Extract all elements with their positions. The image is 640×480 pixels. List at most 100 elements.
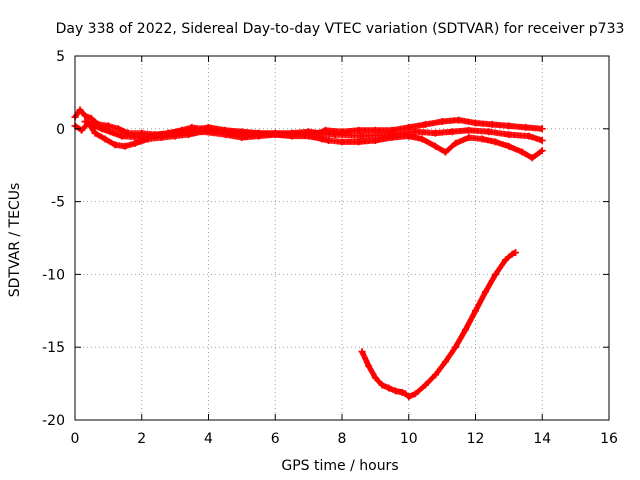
- data-point: [455, 116, 463, 124]
- series-dip-arc: [358, 249, 520, 401]
- data-point: [405, 132, 413, 140]
- data-point: [478, 135, 486, 143]
- data-point: [371, 374, 379, 382]
- data-point: [512, 249, 520, 257]
- series-band-mid: [81, 118, 546, 144]
- data-point: [411, 390, 419, 398]
- data-point: [418, 135, 426, 143]
- data-point: [91, 129, 99, 137]
- series-markers: [72, 120, 545, 161]
- data-point: [538, 147, 546, 155]
- data-point: [88, 115, 96, 123]
- data-point: [331, 131, 339, 139]
- data-point: [421, 120, 429, 128]
- axis-ticks: 0 2 4 6 8 10 12 14 16 5 0 -5 -10 -15 -20: [42, 49, 618, 447]
- data-point: [131, 139, 139, 147]
- data-point: [98, 125, 106, 133]
- y-axis-label: SDTVAR / TECUs: [7, 183, 23, 298]
- y-tick-label: -15: [42, 340, 65, 356]
- data-point: [211, 128, 219, 136]
- data-point: [465, 126, 473, 134]
- data-point: [441, 358, 449, 366]
- data-point: [525, 132, 533, 140]
- data-point: [338, 128, 346, 136]
- series-markers: [359, 250, 518, 400]
- x-tick-label: 4: [204, 431, 213, 447]
- data-series: [71, 106, 546, 401]
- data-point: [431, 129, 439, 137]
- data-point: [431, 142, 439, 150]
- data-point: [111, 141, 119, 149]
- chart-title: Day 338 of 2022, Sidereal Day-to-day VTE…: [56, 21, 625, 37]
- data-point: [378, 381, 386, 389]
- data-point: [171, 132, 179, 140]
- grid: [75, 56, 609, 420]
- data-point: [492, 270, 500, 278]
- data-point: [385, 131, 393, 139]
- data-point: [164, 129, 172, 137]
- data-point: [76, 106, 84, 114]
- data-point: [448, 128, 456, 136]
- data-point: [508, 250, 516, 258]
- y-tick-label: 5: [56, 49, 65, 65]
- data-point: [78, 126, 86, 134]
- data-point: [451, 343, 459, 351]
- data-point: [405, 393, 413, 401]
- data-point: [101, 135, 109, 143]
- data-point: [358, 132, 366, 140]
- y-tick-label: 0: [56, 122, 65, 138]
- data-point: [431, 371, 439, 379]
- x-tick-label: 12: [467, 431, 485, 447]
- x-tick-label: 16: [600, 431, 618, 447]
- data-point: [485, 128, 493, 136]
- data-point: [325, 136, 333, 144]
- data-point: [311, 129, 319, 137]
- data-point: [385, 384, 393, 392]
- data-point: [245, 129, 253, 137]
- data-point: [405, 123, 413, 131]
- data-point: [411, 128, 419, 136]
- data-point: [391, 387, 399, 395]
- data-point: [358, 348, 366, 356]
- data-point: [482, 288, 490, 296]
- data-point: [338, 138, 346, 146]
- data-point: [355, 126, 363, 134]
- y-tick-label: -5: [51, 195, 65, 211]
- x-tick-label: 0: [71, 431, 80, 447]
- x-axis-label: GPS time / hours: [281, 458, 398, 474]
- data-point: [528, 154, 536, 162]
- x-tick-label: 2: [137, 431, 146, 447]
- data-point: [118, 132, 126, 140]
- data-point: [191, 126, 199, 134]
- data-point: [472, 119, 479, 127]
- y-tick-label: -20: [42, 413, 65, 429]
- data-point: [505, 142, 513, 150]
- data-point: [461, 326, 469, 334]
- data-point: [114, 125, 122, 133]
- data-point: [538, 136, 546, 144]
- data-point: [81, 118, 89, 126]
- data-point: [488, 120, 496, 128]
- series-band-lower: [71, 119, 546, 162]
- data-point: [355, 138, 363, 146]
- data-point: [518, 148, 526, 156]
- x-tick-label: 14: [533, 431, 551, 447]
- x-tick-label: 8: [338, 431, 347, 447]
- data-point: [398, 388, 406, 396]
- data-point: [522, 123, 530, 131]
- x-tick-label: 10: [400, 431, 418, 447]
- data-point: [138, 134, 146, 142]
- data-point: [502, 256, 510, 264]
- data-point: [505, 122, 513, 130]
- data-point: [465, 134, 473, 142]
- plot-frame: [74, 55, 610, 421]
- data-point: [472, 307, 479, 315]
- data-point: [538, 125, 546, 133]
- data-point: [492, 138, 500, 146]
- y-tick-label: -10: [42, 267, 65, 283]
- data-point: [421, 381, 429, 389]
- data-point: [441, 148, 449, 156]
- data-point: [278, 131, 286, 139]
- data-point: [505, 131, 513, 139]
